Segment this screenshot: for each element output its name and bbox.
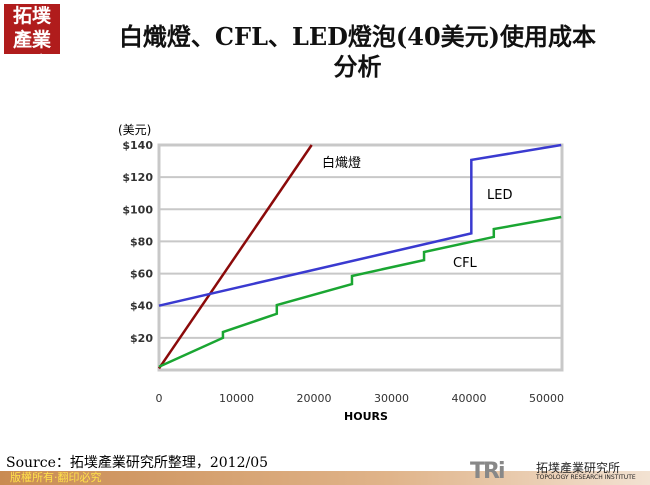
page-title: 白熾燈、CFL、LED燈泡(40美元)使用成本 分析 (70, 22, 645, 82)
series-line-2 (158, 215, 562, 368)
tri-name-cn: 拓墣產業研究所 (536, 461, 621, 475)
logo: 拓墣產業研究所 (4, 4, 60, 99)
x-axis-label: HOURS (344, 410, 388, 423)
plot-area (157, 143, 564, 372)
copyright-text: 版權所有‧翻印必究 (10, 471, 102, 484)
footer-bar (0, 471, 650, 485)
x-tick-label: 20000 (297, 392, 332, 405)
source-note: Source：拓墣產業研究所整理，2012/05 (6, 455, 269, 471)
tri-name-en: TOPOLOGY RESEARCH INSTITUTE (536, 474, 636, 481)
y-tick-label: $20 (130, 332, 153, 345)
y-tick-label: $60 (130, 268, 153, 281)
x-tick-label: 50000 (529, 392, 564, 405)
y-tick-label: $100 (122, 203, 153, 216)
x-tick-label: 10000 (219, 392, 254, 405)
series-line-0 (157, 144, 313, 370)
x-tick-label: 40000 (452, 392, 487, 405)
y-tick-label: $140 (122, 139, 153, 152)
tri-mark: TRi (470, 459, 505, 484)
x-tick-label: 30000 (374, 392, 409, 405)
cost-chart: $20 $40 $60 $80 $100 $120 $140 0 10000 20000 30000… (118, 123, 564, 423)
tri-logo: TRi 拓墣產業研究所 TOPOLOGY RESEARCH INSTITUTE (470, 459, 636, 484)
y-tick-label: $80 (130, 235, 153, 248)
title-line-1: 白熾燈、CFL、LED燈泡(40美元)使用成本 (118, 22, 597, 51)
series-label-1: LED (487, 188, 512, 203)
y-axis-label: (美元) (118, 123, 151, 137)
series-label-2: CFL (453, 256, 478, 271)
series-line-1 (158, 143, 562, 307)
y-tick-label: $120 (122, 171, 153, 184)
x-tick-label: 0 (156, 392, 163, 405)
y-tick-label: $40 (130, 300, 153, 313)
series-label-0: 白熾燈 (322, 155, 361, 171)
title-line-2: 分析 (333, 52, 382, 81)
